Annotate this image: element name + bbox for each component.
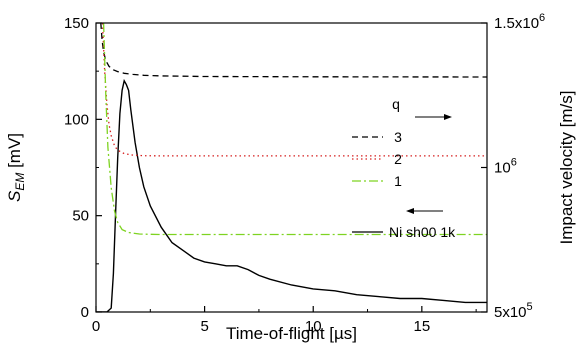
legend-label-q2: 2 — [394, 151, 402, 167]
y-tick-label: 50 — [72, 208, 89, 225]
y2-tick-label: 5x105 — [494, 301, 533, 321]
series-line-2 — [101, 23, 487, 157]
y-tick-label: 0 — [81, 304, 89, 321]
x-tick-label: 5 — [200, 318, 208, 335]
x-tick-label: 10 — [305, 318, 322, 335]
series-line-3 — [100, 23, 487, 78]
legend-q-title: q — [392, 96, 400, 112]
y-axis-title-main: S — [5, 190, 24, 202]
y2-axis-title: Impact velocity [m/s] — [557, 91, 576, 245]
y-axis-title-unit: [mV] — [5, 133, 24, 173]
y-axis-title-sub: EM — [13, 173, 27, 191]
y2-tick-label: 106 — [494, 157, 517, 177]
x-tick-label: 15 — [413, 318, 430, 335]
legend-label-q1: 1 — [394, 173, 402, 189]
legend-arrowhead-right — [444, 114, 452, 120]
legend-label-signal: Ni sh00 1k — [389, 224, 456, 240]
series-line-ni-sh00-1k — [96, 78, 487, 312]
plot-frame — [95, 22, 488, 313]
y2-tick-label: 1.5x106 — [494, 12, 545, 32]
legend-arrowhead-left — [406, 208, 414, 214]
legend: q 3 2 1 Ni sh00 1k — [352, 96, 456, 240]
y-tick-label: 150 — [64, 15, 89, 32]
x-tick-label: 0 — [92, 318, 100, 335]
x-axis-title: Time-of-flight [µs] — [226, 324, 357, 343]
y-tick-label: 100 — [64, 111, 89, 128]
series-line-1 — [102, 23, 487, 236]
legend-label-q3: 3 — [394, 129, 402, 145]
y-axis-title: SEM [mV] — [5, 133, 27, 202]
